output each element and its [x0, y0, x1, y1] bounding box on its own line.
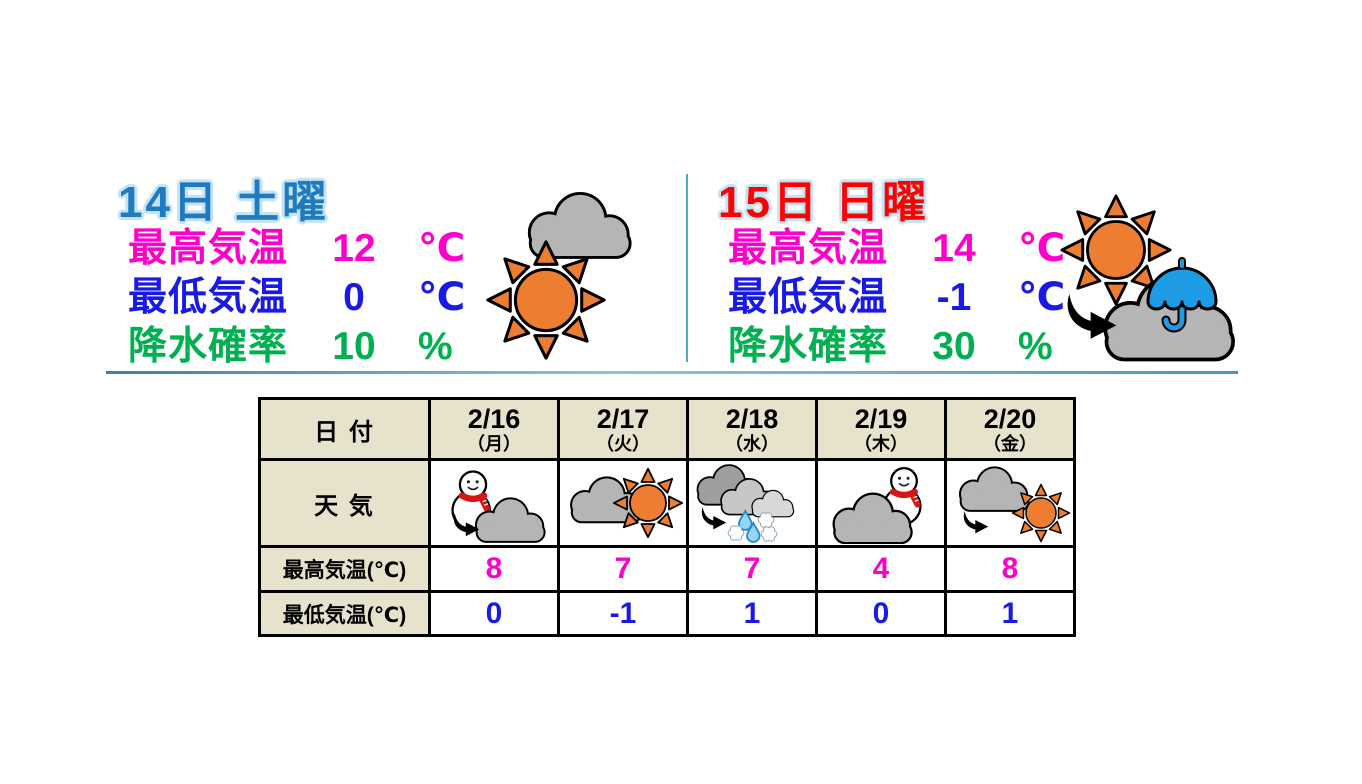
weather-row-header: 天 気 [258, 458, 431, 548]
precip-unit: % [418, 325, 453, 368]
snowy-then-cloudy-icon [433, 463, 546, 543]
dow-text: （木） [854, 433, 908, 454]
precip-unit: % [1018, 325, 1053, 368]
precip-value: 30 [932, 325, 976, 368]
date-text: 2/20 [983, 403, 1037, 434]
cloudy-then-sleet-icon [696, 463, 794, 543]
sunday-min-temp-row: 最低気温 -1 ℃ [728, 273, 1078, 322]
min-temp-row: 最低気温(℃) 0 -1 1 0 1 [258, 590, 1076, 637]
max-temp-wed: 7 [686, 545, 818, 593]
min-temp-label: 最低気温 [728, 276, 889, 319]
max-temp-row-header: 最高気温(℃) [258, 545, 431, 593]
min-temp-value: 0 [343, 276, 365, 319]
dow-text: （月） [467, 433, 521, 454]
sunday-stats: 最高気温 14 ℃ 最低気温 -1 ℃ 降水確率 30 % [728, 224, 1078, 371]
min-temp-fri: 1 [944, 590, 1076, 637]
min-temp-thu: 0 [815, 590, 947, 637]
sunday-precip-row: 降水確率 30 % [728, 322, 1078, 371]
max-temp-unit: ℃ [1018, 227, 1066, 270]
day-title-saturday: 14日 土曜 [118, 178, 330, 227]
day-title-sunday: 15日 日曜 [718, 178, 930, 227]
min-temp-unit: ℃ [418, 276, 466, 319]
dow-text: （金） [983, 433, 1037, 454]
panel-divider [686, 174, 688, 362]
date-text: 2/16 [467, 403, 521, 434]
max-temp-label: 最高気温 [128, 227, 289, 270]
max-temp-thu: 4 [815, 545, 947, 593]
precip-value: 10 [332, 325, 376, 368]
max-temp-value: 14 [932, 227, 976, 270]
max-temp-value: 12 [332, 227, 376, 270]
section-divider [106, 371, 1238, 374]
max-temp-mon: 8 [428, 545, 560, 593]
dow-text: （火） [596, 433, 650, 454]
min-temp-unit: ℃ [1018, 276, 1066, 319]
max-temp-label: 最高気温 [728, 227, 889, 270]
max-temp-unit: ℃ [418, 227, 466, 270]
sunny-with-cloud-icon [486, 184, 661, 360]
cloudy-partly-sunny-icon [562, 467, 683, 538]
max-temp-fri: 8 [944, 545, 1076, 593]
min-temp-tue: -1 [557, 590, 689, 637]
precip-label: 降水確率 [128, 325, 289, 368]
weather-row: 天 気 [258, 458, 1076, 548]
max-temp-tue: 7 [557, 545, 689, 593]
max-temp-row: 最高気温(℃) 8 7 7 4 8 [258, 545, 1076, 593]
date-text: 2/17 [596, 403, 650, 434]
min-temp-mon: 0 [428, 590, 560, 637]
date-row: 日 付 2/16 （月） 2/17 （火） 2/18 （水） 2/19 （木） … [258, 397, 1076, 461]
precip-label: 降水確率 [728, 325, 889, 368]
cloudy-then-snow-icon [820, 463, 943, 544]
weather-cell-wed [686, 458, 818, 548]
min-temp-wed: 1 [686, 590, 818, 637]
saturday-precip-row: 降水確率 10 % [128, 322, 478, 371]
saturday-min-temp-row: 最低気温 0 ℃ [128, 273, 478, 322]
sunny-then-rainy-icon [1060, 194, 1252, 370]
date-text: 2/19 [854, 403, 908, 434]
weather-cell-fri [944, 458, 1076, 548]
date-cell-mon: 2/16 （月） [428, 397, 560, 461]
date-cell-fri: 2/20 （金） [944, 397, 1076, 461]
date-text: 2/18 [725, 403, 779, 434]
saturday-stats: 最高気温 12 ℃ 最低気温 0 ℃ 降水確率 10 % [128, 224, 478, 371]
min-temp-label: 最低気温 [128, 276, 289, 319]
saturday-max-temp-row: 最高気温 12 ℃ [128, 224, 478, 273]
min-temp-row-header: 最低気温(℃) [258, 590, 431, 637]
date-cell-thu: 2/19 （木） [815, 397, 947, 461]
date-cell-tue: 2/17 （火） [557, 397, 689, 461]
date-row-header: 日 付 [258, 397, 431, 461]
weather-cell-tue [557, 458, 689, 548]
min-temp-value: -1 [936, 276, 972, 319]
date-cell-wed: 2/18 （水） [686, 397, 818, 461]
weather-cell-thu [815, 458, 947, 548]
cloudy-then-sunny-icon [958, 465, 1070, 542]
forecast-table: 日 付 2/16 （月） 2/17 （火） 2/18 （水） 2/19 （木） … [258, 397, 1076, 637]
sunday-max-temp-row: 最高気温 14 ℃ [728, 224, 1078, 273]
weather-cell-mon [428, 458, 560, 548]
dow-text: （水） [725, 433, 779, 454]
